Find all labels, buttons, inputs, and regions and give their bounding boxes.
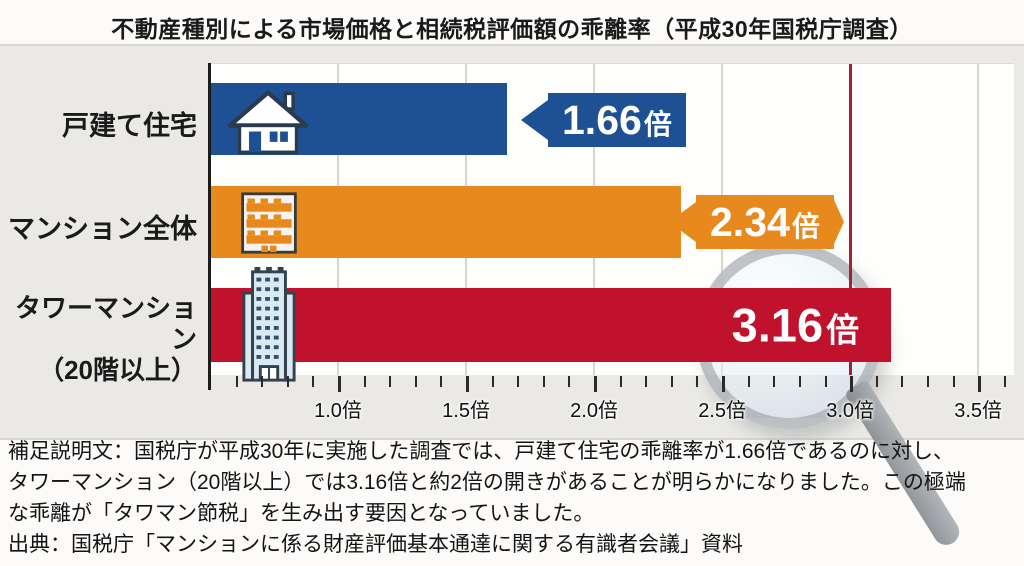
value-unit: 倍 (791, 211, 820, 242)
x-axis-tick (875, 376, 878, 387)
bar: 3.16 倍 (210, 288, 892, 362)
x-axis-tick (235, 376, 238, 387)
x-axis-tick (568, 376, 571, 387)
x-axis-tick (747, 376, 750, 387)
x-axis-tick-label: 3.5倍 (954, 400, 1003, 422)
chart-title: 不動産種別による市場価格と相続税評価額の乖離率（平成30年国税庁調査） (111, 16, 913, 42)
x-axis-tick (594, 376, 598, 392)
x-axis-tick (798, 376, 801, 387)
x-axis-tick-label: 3.0倍 (826, 400, 875, 422)
x-axis-tick (466, 376, 470, 392)
x-axis-tick (901, 376, 904, 387)
x-axis-tick (261, 376, 264, 387)
footer-note-line: 補足説明文：国税庁が平成30年に実施した調査では、戸建て住宅の乖離率が1.66倍… (8, 440, 955, 463)
category-label: 戸建て住宅 (62, 111, 197, 141)
y-axis-line (208, 63, 211, 390)
value-number: 2.34 (710, 199, 790, 245)
category-label-line: タワーマンション (14, 293, 197, 354)
x-axis-tick (645, 376, 648, 387)
callout-box: 1.66 倍 (548, 93, 686, 147)
x-axis-tick (312, 376, 315, 387)
x-axis-tick-label: 2.5倍 (698, 400, 746, 422)
x-axis-tick-label: 1.5倍 (442, 400, 490, 422)
value-unit: 倍 (826, 311, 860, 349)
x-axis-tick (773, 376, 776, 387)
apartment-building-icon (241, 192, 297, 254)
x-axis-tick (363, 376, 366, 387)
x-axis-tick (338, 376, 342, 392)
x-axis-tick (670, 376, 673, 387)
footer-note-line: な乖離が「タワマン節税」を生み出す要因となっていました。 (8, 502, 595, 525)
category-label-line: （20階以上） (38, 355, 197, 385)
value-number: 3.16 (731, 298, 824, 352)
x-axis-tick (286, 376, 289, 387)
x-axis-tick-label: 1.0倍 (314, 400, 362, 422)
x-axis-tick (978, 376, 982, 392)
category-label: マンション全体 (8, 214, 197, 244)
x-axis-tick (542, 376, 545, 387)
footer: 補足説明文：国税庁が平成30年に実施した調査では、戸建て住宅の乖離率が1.66倍… (0, 436, 1024, 560)
callout-arrow-right-icon (833, 200, 844, 244)
house-icon (227, 90, 309, 154)
value-callout: 3.16 倍 (732, 298, 859, 353)
value-unit: 倍 (643, 109, 672, 140)
source-note: 出典：国税庁「マンションに係る財産評価基本通達に関する有識者会議」資料 (8, 533, 743, 556)
x-axis-tick (850, 376, 854, 392)
x-axis-tick (1003, 376, 1006, 387)
x-axis-tick (696, 376, 699, 387)
x-axis-tick (619, 376, 622, 387)
x-axis-tick (389, 376, 392, 387)
x-axis-tick (491, 376, 494, 387)
x-axis-tick (722, 376, 726, 392)
x-axis-tick (414, 376, 417, 387)
value-number: 1.66 (562, 97, 642, 143)
category-label: タワーマンション （20階以上） (0, 293, 197, 386)
value-callout: 2.34 倍 (669, 195, 844, 249)
x-axis-tick (440, 376, 443, 387)
value-callout: 1.66 倍 (521, 93, 686, 147)
x-axis-tick (824, 376, 827, 387)
callout-arrow-left-icon (669, 202, 696, 242)
callout-box: 2.34 倍 (696, 195, 834, 249)
tower-building-icon (242, 267, 296, 382)
x-axis-tick-label: 2.0倍 (570, 400, 618, 422)
gridline (977, 64, 980, 375)
x-axis: 1.0倍 1.5倍 2.0倍 2.5倍 3.0倍 3.5倍 (210, 374, 1014, 422)
footer-note-line: タワーマンション（20階以上）では3.16倍と約2倍の開きがあることが明らかにな… (8, 471, 966, 494)
x-axis-tick (952, 376, 955, 387)
x-axis-tick (926, 376, 929, 387)
callout-arrow-left-icon (521, 100, 548, 140)
x-axis-tick (517, 376, 520, 387)
reference-line (848, 64, 852, 375)
